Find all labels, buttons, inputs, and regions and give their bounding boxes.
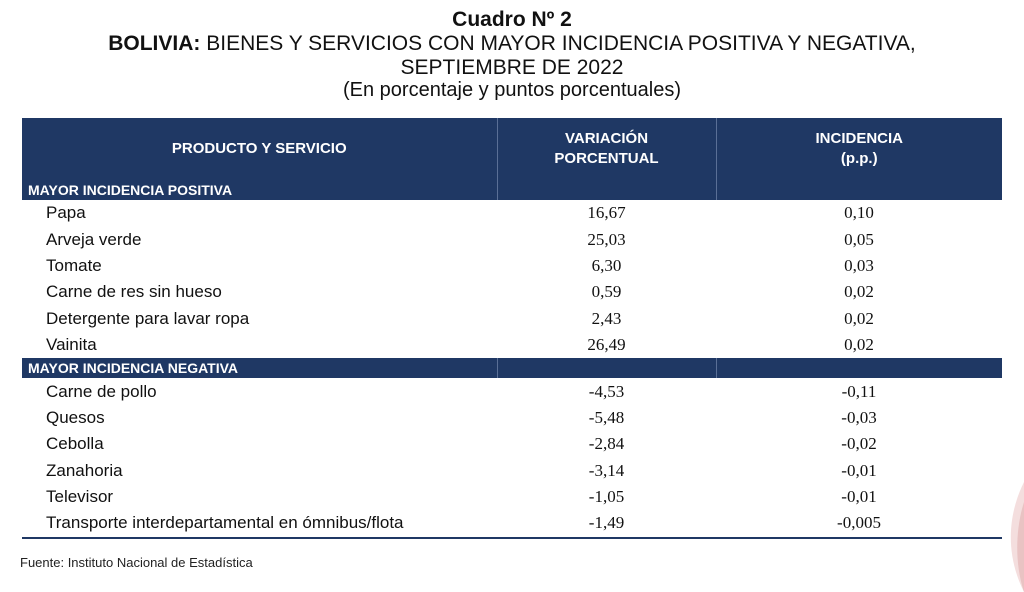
header-variation: VARIACIÓN PORCENTUAL (497, 118, 717, 180)
header-variation-line2: PORCENTUAL (554, 150, 659, 167)
variation-value: -1,05 (588, 487, 625, 507)
section-empty-cell (716, 180, 1002, 200)
variation-value: -2,84 (588, 434, 625, 454)
incidence-value: -0,11 (841, 381, 877, 401)
variation-value: 25,03 (587, 229, 626, 249)
incidence-value: -0,01 (841, 460, 877, 480)
section-label: MAYOR INCIDENCIA POSITIVA (22, 180, 498, 200)
table-row: Televisor -1,05 -0,01 (22, 484, 1002, 510)
incidence-value: -0,03 (841, 407, 877, 427)
incidence-value: -0,01 (841, 487, 877, 507)
product-name: Transporte interdepartamental en ómnibus… (22, 510, 497, 539)
table-row: Carne de res sin hueso 0,59 0,02 (22, 279, 1002, 305)
product-name: Carne de res sin hueso (46, 282, 222, 302)
header-incidence-line1: INCIDENCIA (815, 130, 903, 147)
variation-value: -3,14 (588, 460, 625, 480)
incidence-value: -0,005 (716, 510, 1002, 539)
variation-value: 16,67 (587, 203, 626, 223)
product-name: Arveja verde (46, 229, 142, 249)
section-row-negative: MAYOR INCIDENCIA NEGATIVA (22, 358, 1002, 379)
incidence-value: 0,02 (844, 335, 874, 355)
incidence-table: PRODUCTO Y SERVICIO VARIACIÓN PORCENTUAL … (22, 118, 1002, 539)
table-row: Papa 16,67 0,10 (22, 200, 1002, 226)
table-row: Vainita 26,49 0,02 (22, 332, 1002, 358)
product-name: Carne de pollo (46, 381, 157, 401)
table-title: BOLIVIA: BIENES Y SERVICIOS CON MAYOR IN… (0, 32, 1024, 56)
incidence-value: 0,05 (844, 229, 874, 249)
product-name: Vainita (46, 335, 97, 355)
section-empty-cell (497, 358, 717, 379)
header-product: PRODUCTO Y SERVICIO (22, 118, 498, 180)
source-note: Fuente: Instituto Nacional de Estadístic… (20, 555, 253, 570)
table-row: Quesos -5,48 -0,03 (22, 405, 1002, 431)
table-title-period: SEPTIEMBRE DE 2022 (400, 56, 624, 79)
product-name: Papa (46, 203, 86, 223)
table-units: (En porcentaje y puntos porcentuales) (343, 79, 681, 101)
incidence-value: 0,03 (844, 255, 874, 275)
incidence-value: 0,10 (844, 203, 874, 223)
variation-value: -5,48 (588, 407, 625, 427)
table-row: Cebolla -2,84 -0,02 (22, 431, 1002, 457)
table-number: Cuadro Nº 2 (452, 8, 572, 31)
table-title-rest: BIENES Y SERVICIOS CON MAYOR INCIDENCIA … (200, 32, 916, 55)
section-empty-cell (497, 180, 717, 200)
product-name: Zanahoria (46, 460, 123, 480)
incidence-value: -0,02 (841, 434, 877, 454)
table-row: Detergente para lavar ropa 2,43 0,02 (22, 306, 1002, 332)
product-name: Detergente para lavar ropa (46, 308, 250, 328)
incidence-value: 0,02 (844, 282, 874, 302)
product-name: Cebolla (46, 434, 104, 454)
table-title-country: BOLIVIA: (108, 32, 201, 55)
section-label: MAYOR INCIDENCIA NEGATIVA (22, 358, 498, 379)
header-variation-line1: VARIACIÓN (564, 130, 649, 147)
table-row: Transporte interdepartamental en ómnibus… (22, 510, 1002, 539)
corner-decoration (1010, 482, 1024, 592)
table-row: Carne de pollo -4,53 -0,11 (22, 378, 1002, 404)
header-incidence: INCIDENCIA (p.p.) (716, 118, 1002, 180)
incidence-value: 0,02 (844, 308, 874, 328)
variation-value: 0,59 (591, 282, 622, 302)
variation-value: -4,53 (588, 381, 625, 401)
variation-value: -1,49 (497, 510, 716, 539)
header-row: PRODUCTO Y SERVICIO VARIACIÓN PORCENTUAL … (22, 118, 1002, 180)
variation-value: 26,49 (587, 335, 626, 355)
header-incidence-line2: (p.p.) (840, 150, 878, 167)
product-name: Tomate (46, 255, 102, 275)
section-empty-cell (716, 358, 1002, 379)
table-row: Zanahoria -3,14 -0,01 (22, 458, 1002, 484)
variation-value: 6,30 (591, 255, 622, 275)
product-name: Quesos (46, 407, 105, 427)
title-block: Cuadro Nº 2 BOLIVIA: BIENES Y SERVICIOS … (0, 8, 1024, 102)
variation-value: 2,43 (591, 308, 622, 328)
table-body: MAYOR INCIDENCIA POSITIVA Papa 16,67 0,10 Ar… (22, 180, 1002, 539)
table-row: Arveja verde 25,03 0,05 (22, 226, 1002, 252)
section-row-positive: MAYOR INCIDENCIA POSITIVA (22, 180, 1002, 200)
product-name: Televisor (46, 487, 114, 507)
table-row: Tomate 6,30 0,03 (22, 253, 1002, 279)
